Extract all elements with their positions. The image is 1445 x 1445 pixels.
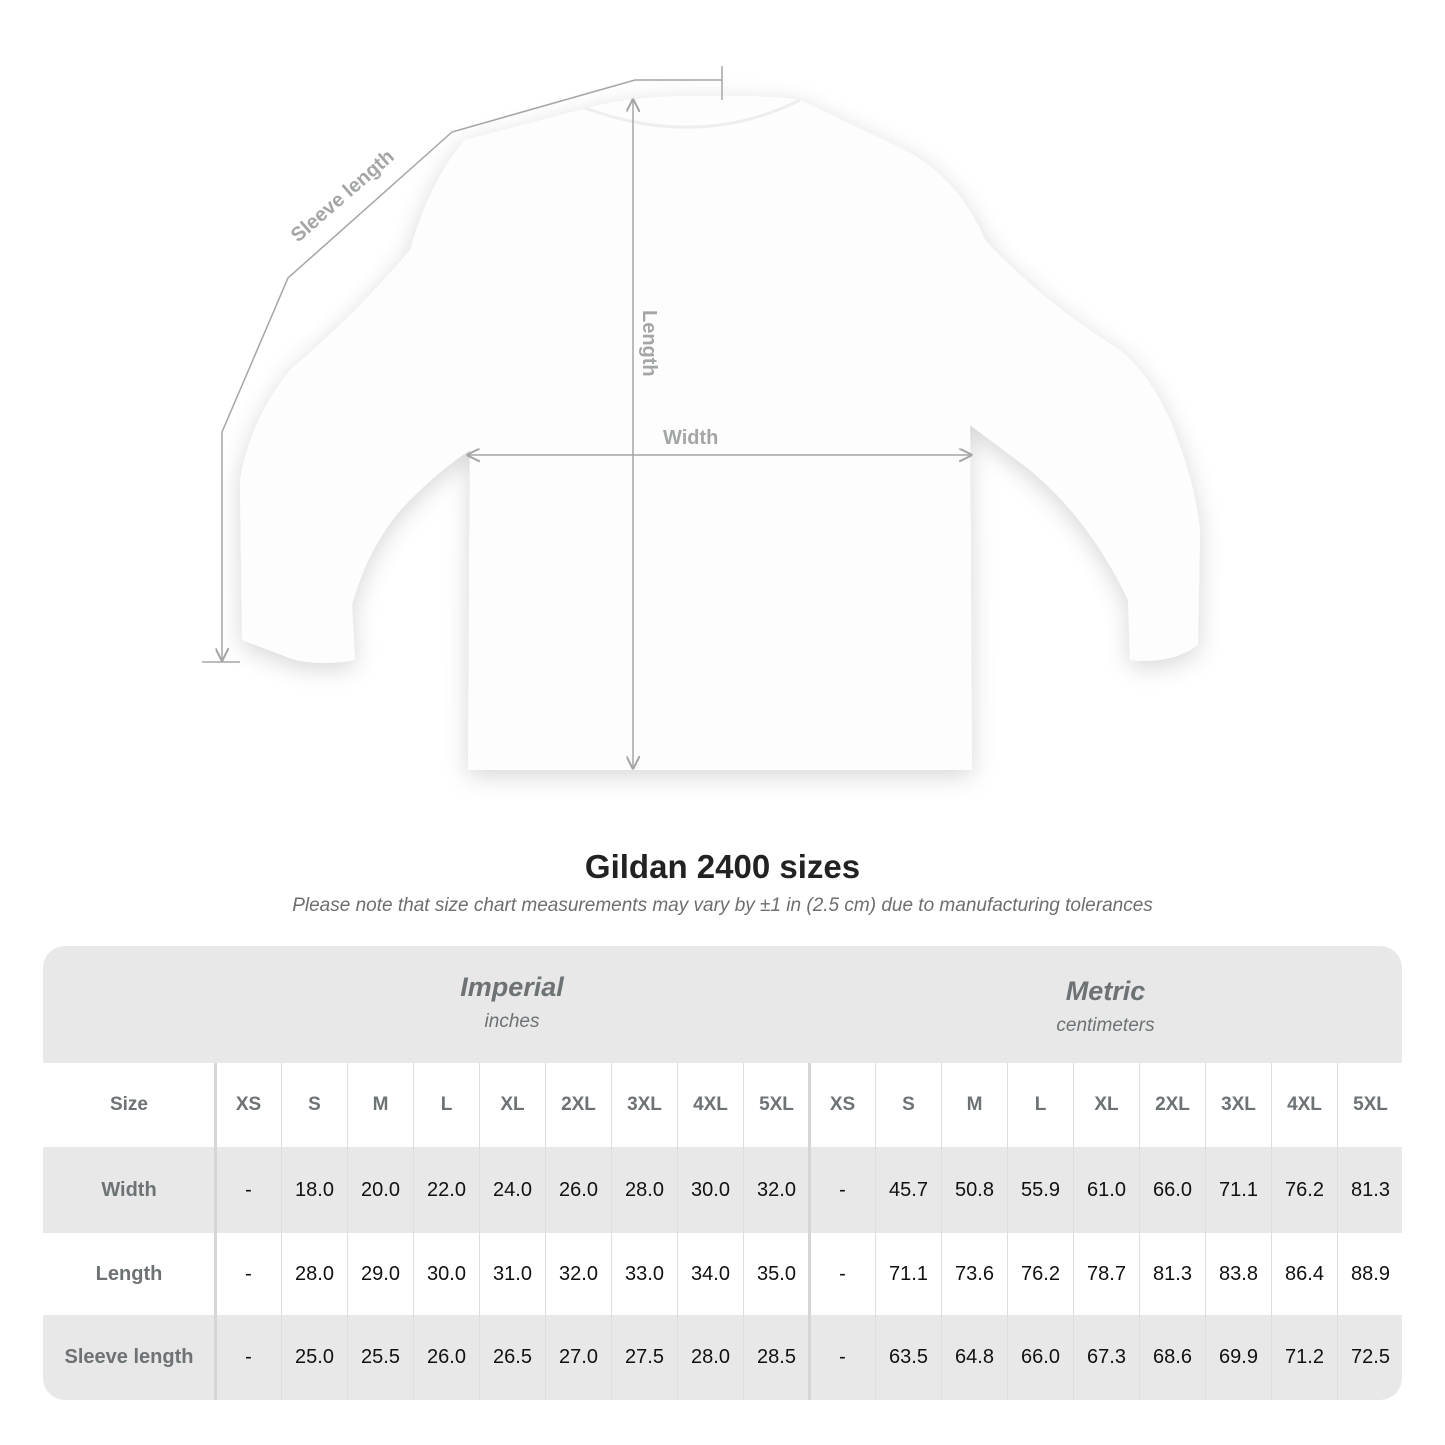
table-cell: 27.0: [545, 1315, 611, 1400]
size-header: XS: [809, 1063, 875, 1147]
table-cell: 26.0: [413, 1315, 479, 1400]
size-header: 5XL: [743, 1063, 809, 1147]
table-cell: 72.5: [1337, 1315, 1402, 1400]
table-cell: -: [809, 1147, 875, 1233]
sleeve-measure-line: [222, 79, 722, 660]
table-cell: 66.0: [1007, 1315, 1073, 1400]
tolerance-note: Please note that size chart measurements…: [292, 895, 1153, 916]
table-cell: 25.0: [281, 1315, 347, 1400]
size-header: XL: [1073, 1063, 1139, 1147]
row-band: [43, 1147, 1402, 1233]
table-cell: 78.7: [1073, 1233, 1139, 1315]
table-cell: 81.3: [1337, 1147, 1402, 1233]
table-cell: 66.0: [1139, 1147, 1205, 1233]
size-header: XS: [215, 1063, 281, 1147]
table-cell: 26.0: [545, 1147, 611, 1233]
row-label: Sleeve length: [64, 1346, 194, 1368]
table-cell: 86.4: [1271, 1233, 1337, 1315]
size-header: 4XL: [1271, 1063, 1337, 1147]
shirt-measurement-diagram: Sleeve length Length Width: [202, 66, 1200, 771]
table-cell: 45.7: [875, 1147, 941, 1233]
shirt-image: [240, 95, 1200, 771]
table-cell: -: [215, 1147, 281, 1233]
table-cell: 83.8: [1205, 1233, 1271, 1315]
table-cell: 22.0: [413, 1147, 479, 1233]
size-header: 2XL: [1139, 1063, 1205, 1147]
table-cell: 32.0: [743, 1147, 809, 1233]
size-header: 3XL: [1205, 1063, 1271, 1147]
size-header: S: [875, 1063, 941, 1147]
table-cell: 67.3: [1073, 1315, 1139, 1400]
size-header: M: [941, 1063, 1007, 1147]
table-cell: 76.2: [1271, 1147, 1337, 1233]
table-cell: 33.0: [611, 1233, 677, 1315]
header-band: [43, 946, 1402, 1063]
table-cell: 61.0: [1073, 1147, 1139, 1233]
table-cell: -: [809, 1233, 875, 1315]
row-label: Width: [101, 1178, 157, 1201]
table-cell: 24.0: [479, 1147, 545, 1233]
size-header: S: [281, 1063, 347, 1147]
table-cell: 63.5: [875, 1315, 941, 1400]
table-cell: 34.0: [677, 1233, 743, 1315]
imperial-unit: inches: [484, 1011, 540, 1032]
table-cell: 26.5: [479, 1315, 545, 1400]
table-cell: -: [215, 1233, 281, 1315]
table-cell: -: [809, 1315, 875, 1400]
size-header: XL: [479, 1063, 545, 1147]
table-cell: 30.0: [413, 1233, 479, 1315]
table-cell: 71.1: [875, 1233, 941, 1315]
size-header-label: Size: [109, 1094, 149, 1115]
table-cell: 73.6: [941, 1233, 1007, 1315]
table-cell: 25.5: [347, 1315, 413, 1400]
table-cell: 71.2: [1271, 1315, 1337, 1400]
table-cell: 29.0: [347, 1233, 413, 1315]
table-cell: 18.0: [281, 1147, 347, 1233]
table-cell: 69.9: [1205, 1315, 1271, 1400]
imperial-heading: Imperial: [460, 972, 564, 1002]
table-cell: 28.0: [281, 1233, 347, 1315]
column-divider: [214, 1063, 217, 1400]
table-cell: 88.9: [1337, 1233, 1402, 1315]
metric-heading: Metric: [1065, 976, 1146, 1006]
table-cell: 28.0: [611, 1147, 677, 1233]
table-cell: 76.2: [1007, 1233, 1073, 1315]
table-cell: 30.0: [677, 1147, 743, 1233]
table-cell: 27.5: [611, 1315, 677, 1400]
metric-unit: centimeters: [1056, 1015, 1155, 1036]
size-table: Imperial inches Metric centimeters Size X…: [43, 946, 1402, 1400]
table-cell: -: [215, 1315, 281, 1400]
size-header: M: [347, 1063, 413, 1147]
imperial-group-header: Imperial inches: [215, 946, 809, 1063]
table-cell: 50.8: [941, 1147, 1007, 1233]
row-label: Length: [95, 1262, 163, 1285]
table-cell: 32.0: [545, 1233, 611, 1315]
size-header: 4XL: [677, 1063, 743, 1147]
size-header: 5XL: [1337, 1063, 1402, 1147]
table-cell: 71.1: [1205, 1147, 1271, 1233]
table-cell: 81.3: [1139, 1233, 1205, 1315]
table-cell: 55.9: [1007, 1147, 1073, 1233]
table-cell: 68.6: [1139, 1315, 1205, 1400]
metric-group-header: Metric centimeters: [809, 950, 1402, 1067]
size-header: L: [1007, 1063, 1073, 1147]
size-header: L: [413, 1063, 479, 1147]
page-title: Gildan 2400 sizes: [584, 848, 861, 885]
row-band: [43, 1315, 1402, 1400]
size-header: 2XL: [545, 1063, 611, 1147]
table-cell: 31.0: [479, 1233, 545, 1315]
table-cell: 20.0: [347, 1147, 413, 1233]
length-label: Length: [638, 310, 660, 377]
sleeve-length-label: Sleeve length: [287, 146, 399, 247]
table-cell: 28.0: [677, 1315, 743, 1400]
width-label: Width: [663, 427, 718, 449]
table-cell: 35.0: [743, 1233, 809, 1315]
column-divider: [808, 1063, 811, 1400]
table-cell: 28.5: [743, 1315, 809, 1400]
table-cell: 64.8: [941, 1315, 1007, 1400]
size-header: 3XL: [611, 1063, 677, 1147]
